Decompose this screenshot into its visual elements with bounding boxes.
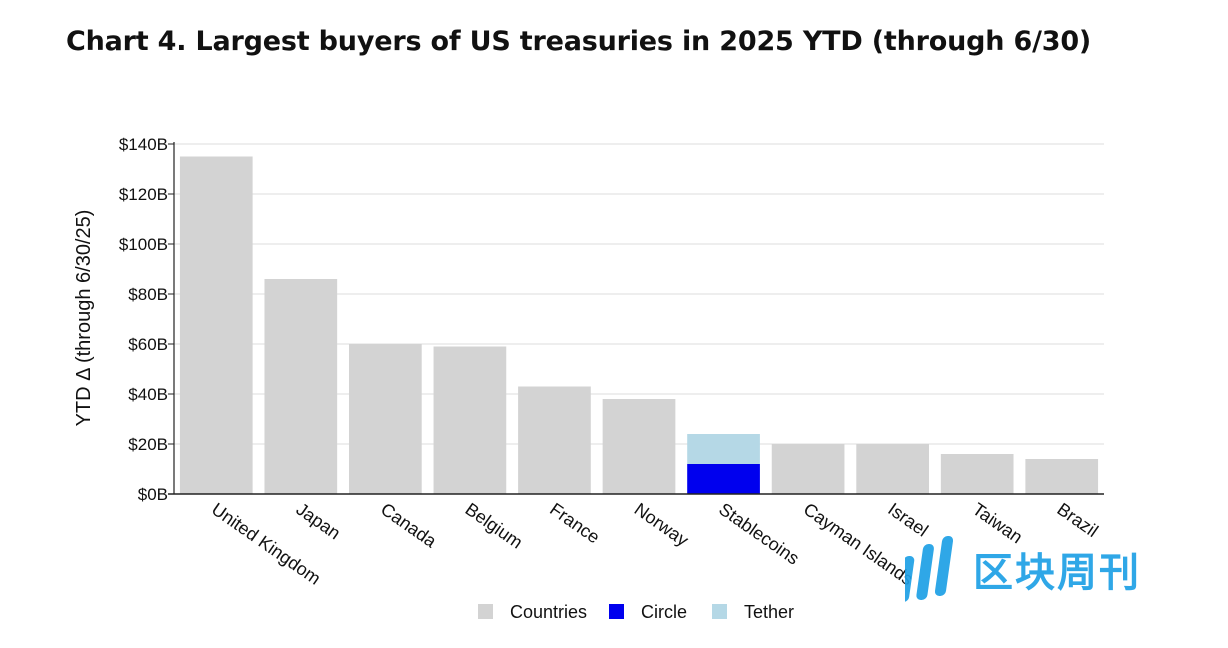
y-tick-label: $100B [119, 235, 168, 254]
legend-swatch-countries [478, 604, 493, 619]
bar-countries [433, 346, 507, 494]
y-tick-label: $80B [128, 285, 168, 304]
watermark-logo-icon [905, 536, 954, 602]
y-tick-label: $20B [128, 435, 168, 454]
x-tick-label: Japan [293, 499, 345, 544]
y-tick-label: $60B [128, 335, 168, 354]
y-tick-label: $40B [128, 385, 168, 404]
bar-countries [856, 444, 929, 494]
bar-countries [264, 279, 338, 494]
bar-countries [940, 454, 1014, 494]
y-tick-label: $0B [138, 485, 168, 504]
bars [179, 156, 1099, 494]
legend: Countries Circle Tether [478, 602, 794, 622]
bar-countries [349, 344, 422, 494]
x-tick-label: Canada [377, 499, 441, 552]
legend-label-circle: Circle [641, 602, 687, 622]
legend-swatch-circle [609, 604, 624, 619]
bar-countries [602, 399, 676, 494]
y-axis-ticks: $0B $20B $40B $60B $80B $100B $120B $140B [119, 135, 174, 504]
x-tick-label: Norway [631, 499, 692, 550]
watermark: 区块周刊 [905, 534, 1141, 604]
axes [168, 142, 1104, 495]
y-tick-label: $140B [119, 135, 168, 154]
x-tick-label: France [546, 499, 603, 548]
chart-title: Chart 4. Largest buyers of US treasuries… [66, 26, 1092, 57]
x-tick-label: Belgium [462, 499, 527, 553]
y-tick-label: $120B [119, 185, 168, 204]
y-axis-label: YTD Δ (through 6/30/25) [73, 210, 95, 427]
bar-tether [687, 434, 760, 464]
bar-countries [1025, 459, 1099, 494]
legend-label-tether: Tether [744, 602, 794, 622]
bar-countries [179, 156, 253, 494]
x-tick-label: Stablecoins [715, 499, 803, 569]
bar-circle [687, 464, 760, 494]
legend-swatch-tether [712, 604, 727, 619]
bar-countries [518, 386, 591, 494]
bar-countries [771, 444, 845, 494]
legend-label-countries: Countries [510, 602, 587, 622]
watermark-text: 区块周刊 [973, 550, 1141, 596]
